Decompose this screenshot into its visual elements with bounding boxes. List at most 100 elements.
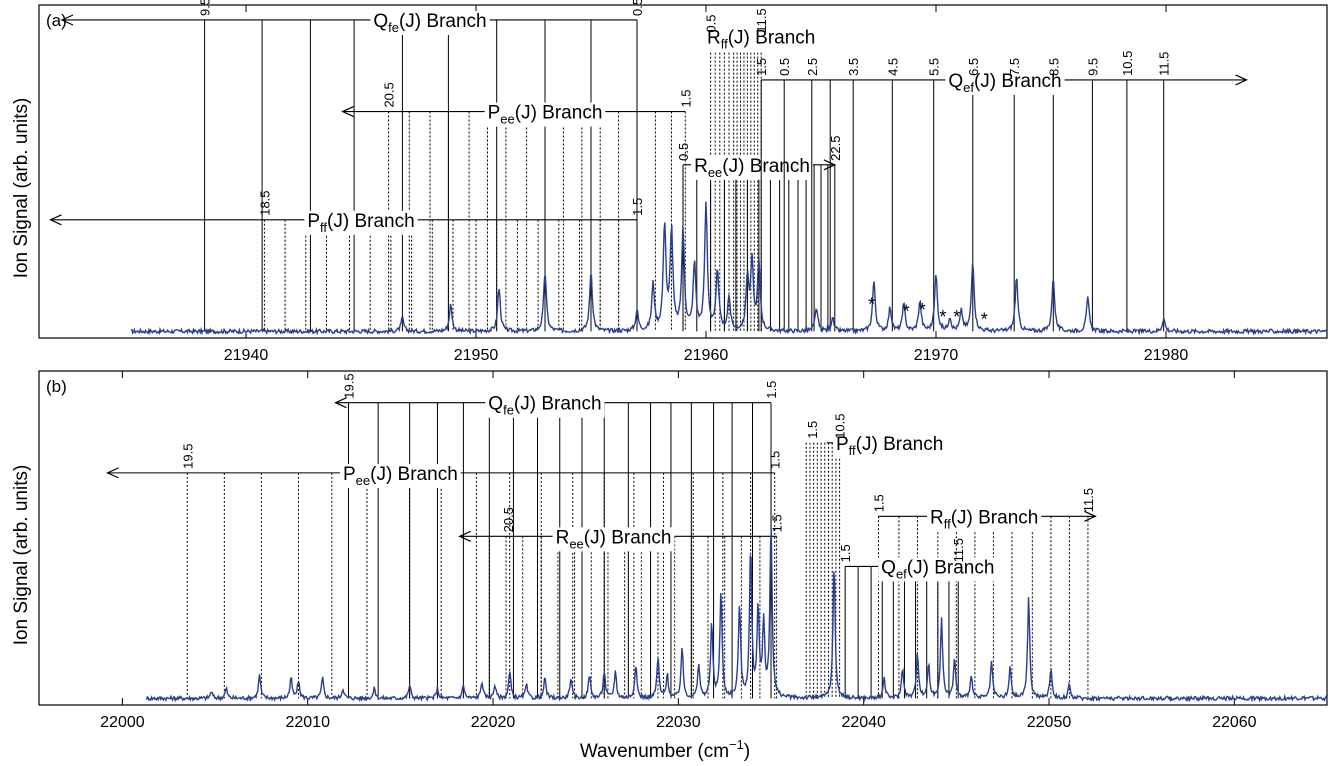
x-tick-label: 22000 — [100, 714, 145, 731]
x-tick-label: 21960 — [684, 347, 729, 364]
x-tick-label: 22050 — [1027, 714, 1072, 731]
asterisk-marker: * — [868, 294, 875, 314]
branch-label: Qef(J) Branch — [948, 71, 1061, 95]
j-label: 20.5 — [501, 507, 516, 532]
branch: Qef(J) Branch 1.5 11.5 — [838, 538, 998, 699]
j-label: 1.5 — [768, 451, 783, 469]
panel-b: 22000 22010 22020 22030 22040 22050 22060 (b) Qf… — [38, 370, 1328, 731]
branch-label: Pff(J) Branch — [836, 434, 943, 458]
j-label: 1.5 — [764, 381, 779, 399]
branch-label: Ree(J) Branch — [556, 527, 672, 551]
branch-arrowhead — [334, 397, 347, 409]
j-label: 4.5 — [885, 58, 900, 76]
asterisk-marker: * — [903, 301, 910, 321]
branch: Pee(J) Branch 19.5 1.5 — [106, 444, 783, 699]
spectrum-trace — [130, 201, 1328, 336]
branch-arrowhead — [106, 467, 119, 479]
panel-label: (b) — [46, 377, 67, 396]
branch-label-background — [552, 527, 675, 552]
branch-arrowhead — [1235, 74, 1248, 86]
x-tick-label: 22060 — [1212, 714, 1257, 731]
branch-label-background — [926, 507, 1042, 532]
panel-label: (a) — [46, 11, 67, 30]
branch-label-background — [704, 27, 819, 52]
branch-label: Qef(J) Branch — [881, 557, 994, 581]
x-tick-label: 22010 — [285, 714, 330, 731]
j-label: 10.5 — [833, 413, 848, 438]
branch-arrowhead — [341, 106, 354, 118]
j-label: 9.5 — [1085, 58, 1100, 76]
j-label: 20.5 — [382, 82, 397, 107]
branch-arrowhead — [49, 214, 62, 226]
j-label: 1.5 — [630, 198, 645, 216]
branch-label: Rff(J) Branch — [707, 28, 815, 52]
j-label: 11.5 — [951, 538, 966, 562]
plot-frame — [38, 370, 1328, 706]
j-label: 2.5 — [805, 58, 820, 76]
branch-label-background — [339, 463, 461, 488]
branch-label-background — [878, 557, 998, 582]
branch: Rff(J) Branch 1.5 11.5 — [872, 488, 1097, 699]
plot-frame — [38, 4, 1328, 339]
asterisk-marker: * — [919, 300, 926, 320]
j-label: 6.5 — [966, 58, 981, 76]
x-tick-label: 22030 — [656, 714, 701, 731]
j-label: 0.5 — [777, 58, 792, 76]
j-label: 10.5 — [1120, 51, 1135, 76]
j-label: 1.5 — [872, 494, 887, 512]
j-label: 1.5 — [838, 544, 853, 562]
j-label: 5.5 — [927, 58, 942, 76]
x-tick-label: 22020 — [471, 714, 516, 731]
branch-label-background — [304, 210, 418, 235]
j-label: 19.5 — [180, 444, 195, 469]
branch-arrowhead — [823, 159, 837, 171]
j-label: 1.5 — [805, 421, 820, 439]
branch-label: Pff(J) Branch — [307, 211, 414, 235]
branch-label: Ree(J) Branch — [694, 156, 810, 180]
j-label: 1.5 — [678, 89, 693, 107]
branch-label-background — [484, 102, 606, 127]
branch-label: Pee(J) Branch — [343, 464, 458, 488]
branch: Qfe(J) Branch 19.5 1.5 — [334, 373, 779, 699]
x-tick-label: 21950 — [454, 347, 499, 364]
j-label: 11.5 — [1157, 52, 1172, 76]
j-label: 18.5 — [257, 190, 272, 215]
branch-label-background — [485, 393, 605, 418]
branch: Pff(J) Branch 18.5 1.5 — [49, 190, 645, 332]
j-label: 0.5 — [704, 15, 719, 33]
branch-label-background — [370, 10, 490, 35]
y-axis-label-a: Ion Signal (arb. units) — [11, 98, 32, 279]
branch-arrowhead — [458, 530, 471, 542]
asterisk-marker: * — [939, 307, 946, 327]
branch-arrowhead — [1084, 510, 1097, 522]
branch-label: Qfe(J) Branch — [373, 11, 486, 35]
asterisk-marker: * — [953, 307, 960, 327]
j-label: 9.5 — [198, 0, 213, 16]
spectrum-trace — [145, 529, 1328, 703]
branch-label: Rff(J) Branch — [930, 507, 1038, 531]
x-tick-label: 21980 — [1144, 347, 1189, 364]
branch-label: Pee(J) Branch — [488, 103, 603, 127]
j-label: 11.5 — [754, 8, 769, 32]
j-label: 1.5 — [754, 58, 769, 76]
j-label: 0.5 — [676, 143, 691, 161]
branch: Ree(J) Branch 20.5 1.5 — [458, 507, 785, 699]
branch-label-background — [691, 155, 813, 180]
branch: Qfe(J) Branch 9.5 0.5 — [60, 0, 645, 332]
j-label: 8.5 — [1046, 58, 1061, 76]
j-label: 22.5 — [828, 136, 843, 161]
x-tick-label: 21970 — [914, 347, 959, 364]
branch-label-background — [945, 70, 1065, 95]
asterisk-marker: * — [981, 310, 988, 330]
j-label: 7.5 — [1007, 58, 1022, 76]
j-label: 1.5 — [770, 514, 785, 532]
x-axis-label: Wavenumber (cm−1) — [580, 737, 750, 762]
branch: Pff(J) Branch 1.5 10.5 — [805, 413, 947, 699]
branch-label-background — [832, 433, 947, 458]
j-label: 11.5 — [1081, 488, 1096, 512]
x-tick-label: 21940 — [224, 347, 269, 364]
branch: Qef(J) Branch 1.5 2.5 0.5 3.5 4.5 5.5 6.5 7.5 8.5… — [754, 51, 1248, 332]
